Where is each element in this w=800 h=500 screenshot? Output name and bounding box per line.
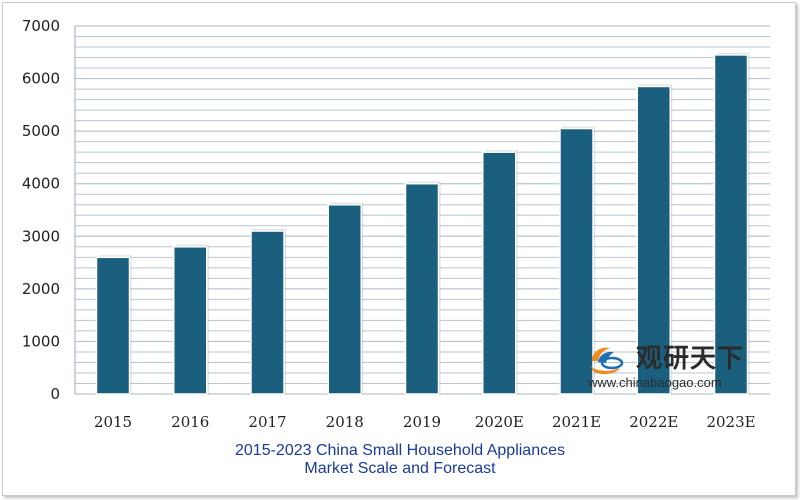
x-tick-label: 2020E <box>475 413 524 431</box>
y-tick-label: 0 <box>50 385 60 403</box>
y-tick-label: 6000 <box>22 70 60 88</box>
x-tick-label: 2021E <box>552 413 601 431</box>
x-tick-label: 2016 <box>171 413 209 431</box>
watermark: 观研天下 www.chinabaogao.com <box>586 344 766 392</box>
bar-2021e <box>559 127 594 395</box>
bar-2023e <box>713 54 749 395</box>
y-axis: 0 1000 2000 3000 4000 5000 6000 7000 <box>22 17 76 403</box>
y-tick-label: 3000 <box>22 227 60 245</box>
watermark-url: www.chinabaogao.com <box>588 375 722 390</box>
watermark-brand-text: 观研天下 <box>636 344 745 374</box>
x-tick-label: 2023E <box>706 413 755 431</box>
chart-title-line-1: 2015-2023 China Small Household Applianc… <box>235 442 565 459</box>
bar-2017 <box>250 230 285 395</box>
bar-2018 <box>327 203 362 395</box>
y-tick-label: 5000 <box>22 122 60 140</box>
y-tick-label: 7000 <box>22 17 60 35</box>
y-tick-label: 1000 <box>22 332 60 350</box>
x-tick-label: 2019 <box>403 413 441 431</box>
chinabaogao-logo-icon <box>590 347 624 375</box>
bar-2020e <box>482 151 517 395</box>
x-axis: 2015 2016 2017 2018 2019 2020E 2021E 2022E 2023E <box>94 413 756 431</box>
bar-2019 <box>404 182 440 395</box>
y-tick-label: 4000 <box>22 175 60 193</box>
bar-2016 <box>173 246 208 395</box>
bar-2022e <box>636 85 671 395</box>
x-tick-label: 2017 <box>248 413 286 431</box>
bars <box>95 52 750 395</box>
chart-title-line-2: Market Scale and Forecast <box>304 460 496 477</box>
chart-title: 2015-2023 China Small Household Applianc… <box>150 442 650 478</box>
y-tick-label: 2000 <box>22 280 60 298</box>
x-tick-label: 2015 <box>94 413 132 431</box>
x-tick-label: 2022E <box>629 413 678 431</box>
x-tick-label: 2018 <box>326 413 364 431</box>
bar-2015 <box>95 256 131 395</box>
